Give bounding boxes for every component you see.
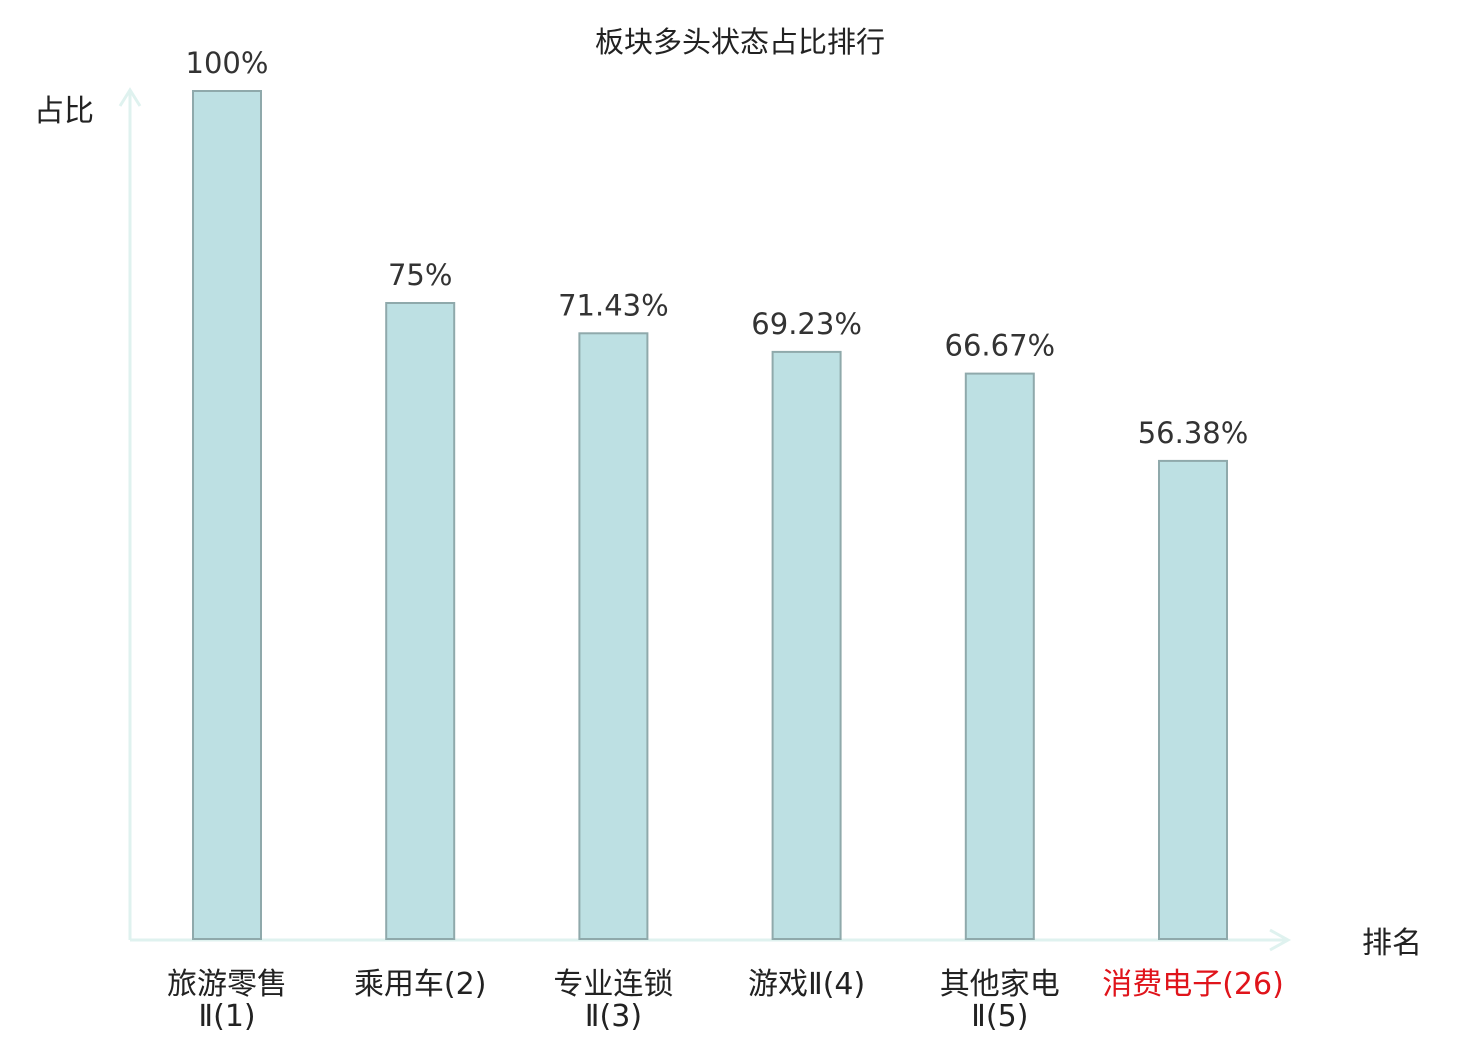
category-label-2: 乘用车(2) bbox=[354, 967, 487, 1002]
x-axis-label: 排名 bbox=[1362, 926, 1422, 961]
value-label-6: 56.38% bbox=[1138, 416, 1249, 450]
bar-1 bbox=[192, 90, 262, 940]
category-label-6: 消费电子(26) bbox=[1102, 967, 1284, 1002]
bar-6 bbox=[1158, 459, 1228, 940]
y-axis-label: 占比 bbox=[34, 94, 94, 129]
y-axis-arrow bbox=[118, 87, 142, 107]
value-label-1: 100% bbox=[186, 46, 269, 80]
value-label-5: 66.67% bbox=[945, 329, 1056, 363]
bar-2 bbox=[385, 302, 456, 940]
value-label-4: 69.23% bbox=[751, 307, 862, 341]
value-label-2: 75% bbox=[388, 258, 452, 292]
value-label-3: 71.43% bbox=[558, 288, 669, 322]
category-label-1-line2: Ⅱ(1) bbox=[198, 999, 255, 1034]
category-label-5-line2: Ⅱ(5) bbox=[971, 999, 1028, 1034]
chart-title: 板块多头状态占比排行 bbox=[595, 25, 885, 59]
bar-3 bbox=[578, 332, 649, 940]
category-label-3-line2: Ⅱ(3) bbox=[585, 999, 642, 1034]
category-label-1: 旅游零售 bbox=[167, 967, 287, 1002]
x-axis-arrow bbox=[1269, 928, 1292, 952]
bar-5 bbox=[964, 372, 1035, 941]
bar-4 bbox=[771, 350, 842, 940]
category-label-4: 游戏Ⅱ(4) bbox=[748, 967, 865, 1002]
category-label-5: 其他家电 bbox=[940, 967, 1060, 1002]
category-label-3: 专业连锁 bbox=[553, 967, 673, 1002]
